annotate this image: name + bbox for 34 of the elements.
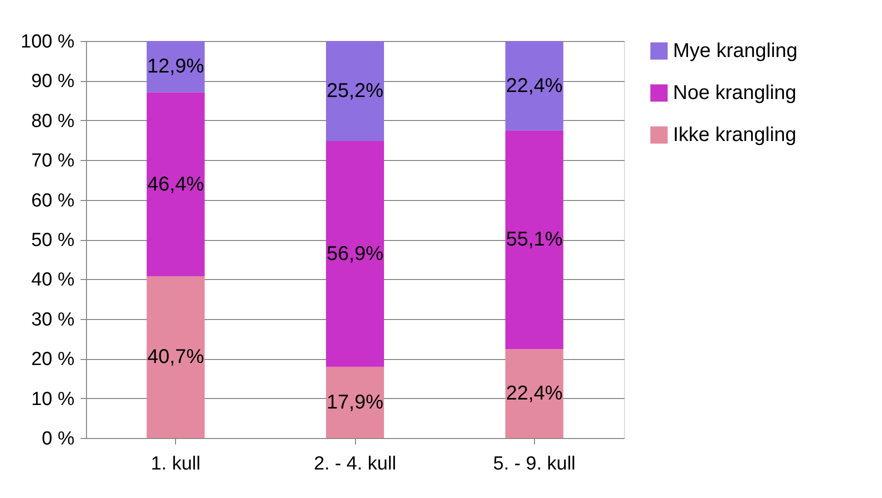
y-tick-label: 100 % [20,32,75,52]
data-label: 46,4% [147,173,204,196]
data-label: 12,9% [147,56,204,78]
data-label: 55,1% [506,228,563,251]
data-label: 25,2% [326,80,384,102]
y-tick-label: 10 % [31,388,75,410]
y-tick-label: 70 % [31,150,75,172]
bar [505,130,564,350]
legend-label: Ikke krangling [673,124,796,146]
data-label: 17,9% [326,391,384,414]
data-label: 22,4% [506,74,563,97]
x-tick-label: 2. - 4. kull [314,454,396,474]
legend-label: Noe krangling [673,82,796,104]
x-tick-label: 5. - 9. kull [493,454,576,474]
y-tick-label: 50 % [31,230,75,251]
y-tick-label: 90 % [31,71,75,92]
x-tick-label: 1. kull [150,454,200,474]
y-tick-label: 40 % [31,270,75,291]
bar [326,141,384,367]
y-tick-label: 30 % [31,309,75,330]
bar [326,366,384,438]
y-tick-label: 20 % [31,349,75,370]
bar [146,92,205,276]
data-label: 22,4% [506,382,563,405]
legend-label: Mye krangling [673,40,798,62]
y-tick-label: 80 % [31,110,75,132]
bar [505,41,564,130]
data-label: 56,9% [326,242,384,265]
bar [146,276,205,438]
bar [505,349,564,438]
y-tick-label: 60 % [31,190,75,212]
bar [326,41,384,142]
y-tick-label: 0 % [42,428,75,450]
data-label: 40,7% [147,346,204,368]
